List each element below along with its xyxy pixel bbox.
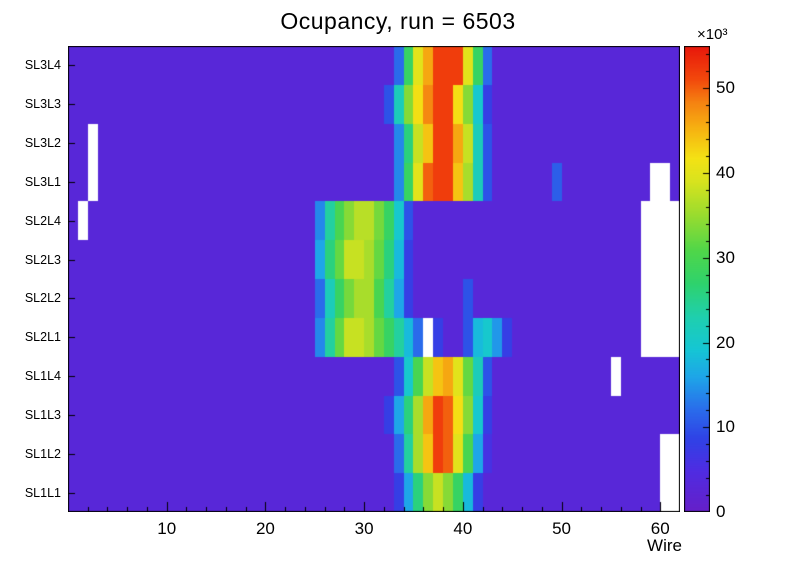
colorbar-tick-label: 40 <box>716 163 735 183</box>
colorbar-tick-label: 30 <box>716 247 735 267</box>
y-tick-label: SL1L3 <box>24 407 61 422</box>
x-tick-label: 60 <box>650 519 670 538</box>
y-tick-label: SL3L3 <box>24 97 61 112</box>
colorbar-tick-label: 50 <box>716 78 735 98</box>
colorbar-exponent-label: ×10³ <box>697 26 728 43</box>
x-tick-label: 20 <box>255 519 275 538</box>
colorbar-tick-label: 0 <box>716 502 726 521</box>
y-tick-label: SL1L2 <box>24 446 61 461</box>
occupancy-heatmap <box>68 46 680 512</box>
colorbar-tick-label: 20 <box>716 332 735 352</box>
chart-title: Ocupancy, run = 6503 <box>280 8 516 34</box>
y-tick-label: SL3L4 <box>24 58 61 73</box>
colorbar <box>684 46 710 512</box>
y-tick-label: SL2L3 <box>24 252 61 267</box>
y-tick-label: SL3L2 <box>24 136 61 151</box>
y-tick-label: SL1L1 <box>24 485 61 500</box>
y-tick-label: SL2L1 <box>24 330 61 345</box>
x-tick-label: 50 <box>552 519 572 538</box>
x-tick-label: 40 <box>453 519 473 538</box>
y-tick-label: SL3L1 <box>24 174 61 189</box>
y-tick-label: SL2L4 <box>24 213 61 228</box>
x-tick-label: 10 <box>157 519 177 538</box>
x-axis-title: Wire <box>647 536 682 555</box>
y-tick-label: SL2L2 <box>24 291 61 306</box>
colorbar-tick-label: 10 <box>716 417 735 437</box>
x-tick-label: 30 <box>354 519 374 538</box>
y-tick-label: SL1L4 <box>24 369 61 384</box>
